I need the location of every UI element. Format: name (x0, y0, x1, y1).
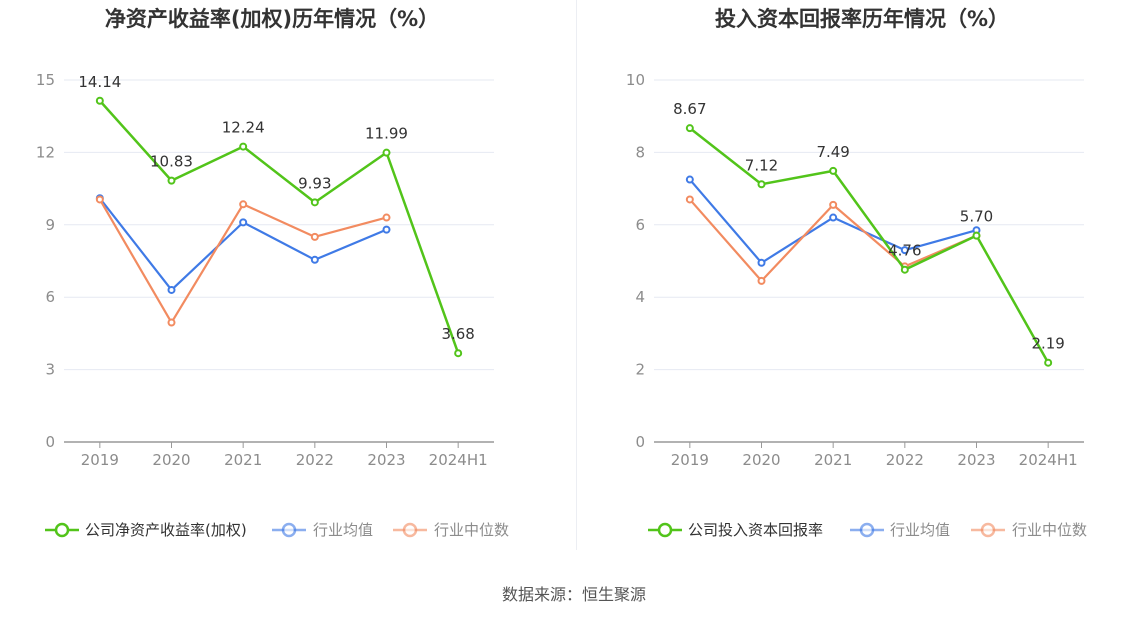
x-tick-label: 2022 (296, 451, 334, 469)
company-data-point[interactable] (454, 349, 463, 358)
legend-label: 行业均值 (890, 521, 950, 539)
avg-data-point[interactable] (829, 213, 838, 222)
legend-marker-icon (859, 522, 875, 538)
avg-data-point[interactable] (900, 246, 909, 255)
x-tick-label: 2019 (671, 451, 709, 469)
data-label: 3.68 (441, 325, 474, 343)
legend-item-avg[interactable]: 行业均值 (272, 521, 373, 539)
company-series-line (98, 99, 460, 354)
median-series-line (98, 198, 387, 324)
y-tick-label: 9 (45, 216, 55, 234)
y-tick-label: 10 (626, 71, 645, 89)
avg-data-point[interactable] (239, 218, 248, 227)
company-data-point[interactable] (239, 142, 248, 151)
panel-divider (576, 0, 577, 550)
data-label: 5.70 (960, 208, 993, 226)
company-data-point[interactable] (757, 180, 766, 189)
data-label: 14.14 (78, 73, 121, 91)
median-data-point[interactable] (685, 195, 694, 204)
median-data-point[interactable] (95, 195, 104, 204)
legend-label: 行业中位数 (434, 521, 509, 539)
y-tick-label: 6 (635, 216, 645, 234)
data-label: 12.24 (222, 119, 265, 137)
roic-chart-panel: 投入资本回报率历年情况（%） 0 2 4 6 8 10 2019 2020 2021 2022 202… (590, 0, 1148, 560)
legend-item-avg[interactable]: 行业均值 (850, 521, 950, 539)
x-tick-label: 2024H1 (429, 451, 488, 469)
median-series-line (689, 198, 977, 283)
chart-title: 投入资本回报率历年情况（%） (715, 7, 1009, 31)
median-data-point[interactable] (167, 318, 176, 327)
y-tick-label: 8 (635, 143, 645, 161)
x-tick-label: 2020 (152, 451, 190, 469)
legend-label: 行业均值 (313, 521, 373, 539)
x-tick-label: 2023 (367, 451, 405, 469)
company-series-line (689, 127, 1050, 364)
legend-marker-icon (54, 522, 70, 538)
data-label: 7.12 (745, 156, 778, 174)
data-source: 数据来源：恒生聚源 (501, 585, 646, 604)
company-data-point[interactable] (972, 231, 981, 240)
data-label: 7.49 (816, 143, 849, 161)
x-tick-label: 2023 (957, 451, 995, 469)
legend-label: 公司投入资本回报率 (688, 521, 823, 539)
y-tick-label: 3 (45, 361, 55, 379)
y-tick-label: 6 (45, 288, 55, 306)
data-label: 11.99 (365, 125, 408, 143)
company-data-point[interactable] (1044, 358, 1053, 367)
avg-data-point[interactable] (757, 258, 766, 267)
data-label: 9.93 (298, 174, 331, 192)
roe-chart: 净资产收益率(加权)历年情况（%） 0 3 6 9 12 15 2019 2020 2021 202… (36, 7, 509, 539)
x-tick-label: 2020 (742, 451, 780, 469)
company-data-point[interactable] (900, 265, 909, 274)
median-data-point[interactable] (239, 200, 248, 209)
avg-data-point[interactable] (685, 175, 694, 184)
legend-label: 行业中位数 (1012, 521, 1087, 539)
legend-item-company[interactable]: 公司投入资本回报率 (648, 521, 823, 539)
y-tick-label: 0 (635, 433, 645, 451)
legend-marker-icon (402, 522, 418, 538)
x-tick-label: 2024H1 (1019, 451, 1078, 469)
data-label: 10.83 (150, 153, 193, 171)
y-tick-label: 15 (36, 71, 55, 89)
company-data-point[interactable] (829, 166, 838, 175)
y-tick-label: 0 (45, 433, 55, 451)
company-data-point[interactable] (310, 198, 319, 207)
median-data-point[interactable] (310, 232, 319, 241)
legend-item-median[interactable]: 行业中位数 (971, 521, 1087, 539)
avg-data-point[interactable] (310, 255, 319, 264)
avg-series-line (98, 197, 387, 292)
company-data-point[interactable] (167, 176, 176, 185)
median-data-point[interactable] (829, 200, 838, 209)
median-data-point[interactable] (757, 276, 766, 285)
company-data-point[interactable] (95, 96, 104, 105)
x-tick-label: 2021 (224, 451, 262, 469)
median-data-point[interactable] (382, 213, 391, 222)
x-tick-label: 2022 (886, 451, 924, 469)
roe-chart-panel: 净资产收益率(加权)历年情况（%） 0 3 6 9 12 15 2019 2020 2021 202… (0, 0, 574, 560)
data-label: 2.19 (1031, 335, 1064, 353)
data-label: 4.76 (888, 242, 921, 260)
roic-chart: 投入资本回报率历年情况（%） 0 2 4 6 8 10 2019 2020 2021 2022 202… (626, 7, 1087, 539)
y-tick-label: 12 (36, 143, 55, 161)
legend-item-company[interactable]: 公司净资产收益率(加权) (45, 521, 247, 539)
legend-marker-icon (980, 522, 996, 538)
chart-title: 净资产收益率(加权)历年情况（%） (105, 7, 439, 31)
company-data-point[interactable] (382, 148, 391, 157)
y-tick-label: 4 (635, 288, 645, 306)
data-label: 8.67 (673, 100, 706, 118)
company-data-point[interactable] (685, 124, 694, 133)
avg-data-point[interactable] (382, 225, 391, 234)
x-tick-label: 2019 (81, 451, 119, 469)
legend-marker-icon (281, 522, 297, 538)
legend-label: 公司净资产收益率(加权) (85, 521, 247, 539)
legend-item-median[interactable]: 行业中位数 (393, 521, 509, 539)
legend-marker-icon (657, 522, 673, 538)
avg-data-point[interactable] (167, 285, 176, 294)
x-tick-label: 2021 (814, 451, 852, 469)
y-tick-label: 2 (635, 361, 645, 379)
